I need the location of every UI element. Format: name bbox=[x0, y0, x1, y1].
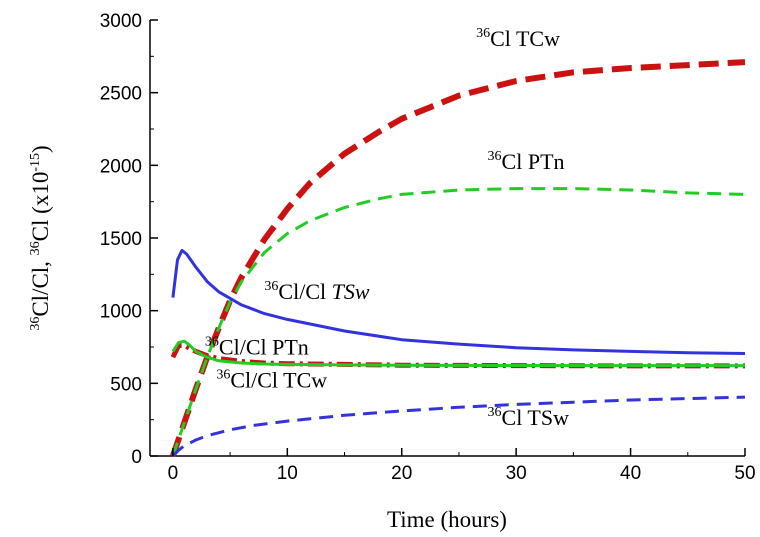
x-tick-label: 40 bbox=[620, 463, 641, 484]
series-line-ratio-tcw bbox=[171, 339, 745, 368]
y-axis-title-part1: Cl/Cl, bbox=[28, 255, 53, 316]
series-layer bbox=[170, 59, 746, 458]
y-tick-label: 2000 bbox=[100, 156, 142, 177]
y-tick-label: 500 bbox=[110, 374, 142, 395]
series-line-cl36-tcw bbox=[170, 59, 746, 457]
y-tick-label: 3000 bbox=[100, 11, 142, 32]
y-axis-title-part2: Cl (x10 bbox=[28, 172, 53, 242]
annotation-label: 36Cl PTn bbox=[488, 149, 565, 174]
x-tick-label: 0 bbox=[168, 463, 179, 484]
y-axis-title: 36Cl/Cl, 36Cl (x10-15) bbox=[28, 145, 53, 330]
y-tick-label: 1000 bbox=[100, 302, 142, 323]
y-axis-title-sup2: 36 bbox=[28, 241, 43, 255]
annotation-label: 36Cl/Cl PTn bbox=[205, 334, 309, 359]
series-line-cl36-ptn bbox=[171, 187, 746, 457]
y-axis-title-sup3: -15 bbox=[28, 153, 43, 172]
x-tick-label: 30 bbox=[506, 463, 527, 484]
annotation-label: 36Cl/Cl TSw bbox=[264, 279, 369, 304]
x-tick-label: 20 bbox=[391, 463, 412, 484]
annotation-label: 36Cl TCw bbox=[476, 26, 560, 51]
annotation-label: 36Cl TSw bbox=[488, 405, 570, 430]
annotations: 36Cl TCw 36Cl PTn 36Cl/Cl TSw 36Cl/Cl PTn 36… bbox=[205, 26, 569, 430]
x-tick-label: 10 bbox=[277, 463, 298, 484]
y-axis-title-part3: ) bbox=[28, 145, 53, 153]
series-line-ratio-tsw bbox=[171, 248, 746, 355]
y-tick-label: 1500 bbox=[100, 229, 142, 250]
y-tick-label: 0 bbox=[131, 447, 142, 468]
y-ticks: 0 500 1000 1500 2000 2500 3000 bbox=[100, 11, 158, 468]
x-ticks: 0 10 20 30 40 50 bbox=[168, 448, 756, 484]
y-tick-label: 2500 bbox=[100, 84, 142, 105]
x-axis-title: Time (hours) bbox=[387, 507, 507, 532]
annotation-label: 36Cl/Cl TCw bbox=[216, 368, 327, 393]
y-axis-title-sup1: 36 bbox=[28, 317, 43, 331]
x-tick-label: 50 bbox=[734, 463, 755, 484]
series-line-cl36-tsw bbox=[171, 395, 746, 458]
